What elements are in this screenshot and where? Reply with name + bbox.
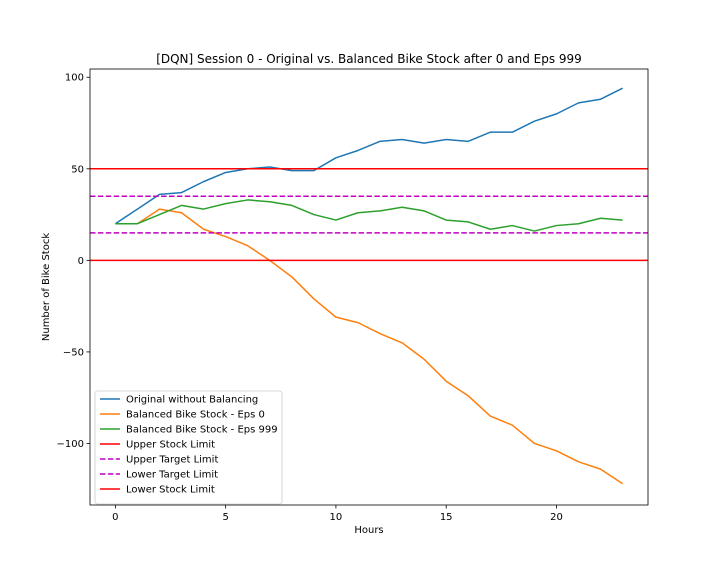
legend-box [94,390,283,505]
series-line-2 [115,199,623,232]
y-tick-label: −50 [63,347,84,358]
legend-label: Lower Target Limit [126,470,218,481]
legend-label: Balanced Bike Stock - Eps 0 [126,410,265,421]
x-tick-label: 0 [112,512,118,523]
legend-label: Balanced Bike Stock - Eps 999 [126,425,278,436]
series-line-1 [115,208,624,485]
legend-label: Upper Target Limit [126,455,218,466]
x-tick-label: 10 [330,512,343,523]
y-tick-label: 50 [71,164,84,175]
y-axis-label: Number of Bike Stock [41,233,52,341]
legend-label: Upper Stock Limit [126,440,215,451]
series-line-0 [114,87,623,225]
axes-frame [89,68,649,506]
x-tick-label: 20 [550,512,563,523]
y-tick-label: −100 [57,439,84,450]
y-tick-label: 100 [65,73,84,84]
axes: 0 5 10 15 20 −100 −50 0 50 100 [57,68,649,523]
x-tick-label: 15 [440,512,453,523]
legend-label: Lower Stock Limit [126,485,215,496]
legend-label: Original without Balancing [126,395,258,406]
x-tick-label: 5 [222,512,228,523]
y-tick-label: 0 [78,256,84,267]
x-axis-label: Hours [354,525,383,536]
legend: Original without Balancing Balanced Bike … [94,390,283,505]
plot-area [90,87,648,485]
chart-title: [DQN] Session 0 - Original vs. Balanced … [156,52,582,66]
